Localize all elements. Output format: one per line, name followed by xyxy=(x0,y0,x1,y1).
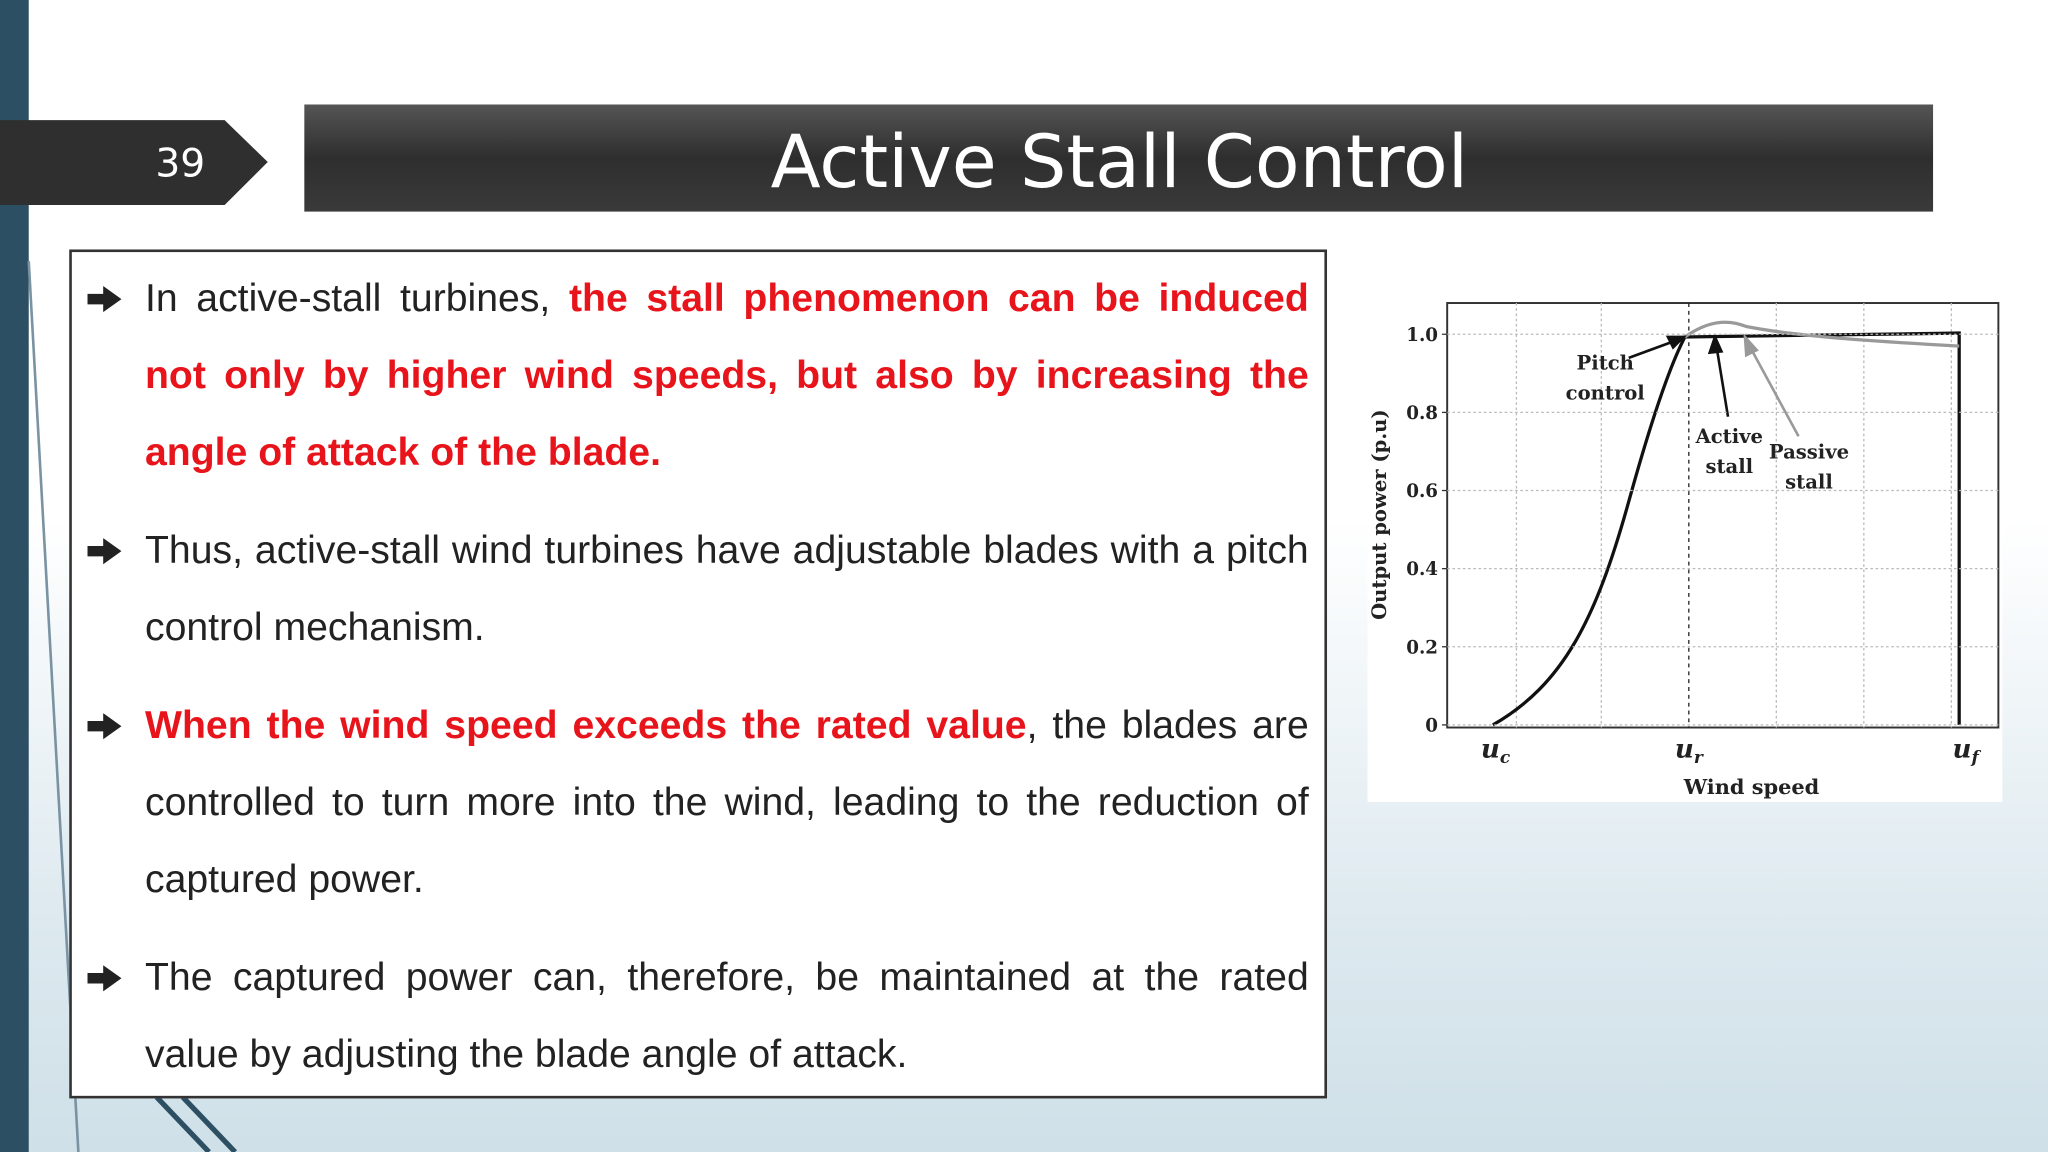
bullet-arrow xyxy=(87,286,122,313)
bullet: Thus, active-stall wind turbines have ad… xyxy=(87,512,1309,666)
annotation: Passive xyxy=(1769,440,1849,463)
passive-stall-curve xyxy=(1683,320,1960,348)
plot-frame xyxy=(1446,302,2000,729)
y-tick-label: 0.4 xyxy=(1406,559,1438,580)
arrows-gray xyxy=(1743,333,1800,437)
annotation: control xyxy=(1566,382,1645,405)
x-tick-label: ur xyxy=(1675,734,1704,768)
body-text: In active-stall turbines, xyxy=(144,276,569,320)
body-text: The captured power can, therefore, be ma… xyxy=(144,956,1309,1077)
decor-line xyxy=(154,1095,211,1152)
arrow-head xyxy=(1743,333,1759,358)
body-text: , the blades are controlled to turn more… xyxy=(144,703,1309,902)
y-tick-label: 0.2 xyxy=(1406,637,1438,658)
annotation: Pitch xyxy=(1577,352,1634,375)
decor-line xyxy=(180,1095,237,1152)
bullet-arrow xyxy=(87,538,122,565)
y-tick-label: 1.0 xyxy=(1406,325,1438,346)
bullet-icon xyxy=(87,286,122,313)
x-tick-label: uf xyxy=(1953,734,1982,768)
y-tick-label: 0 xyxy=(1425,715,1438,736)
highlight-text: When the wind speed exceeds the rated va… xyxy=(144,703,1027,748)
annotation: stall xyxy=(1785,470,1833,493)
annotation: stall xyxy=(1705,455,1753,478)
bullet-icon xyxy=(87,965,122,992)
y-axis-label: Output power (p.u) xyxy=(1368,409,1391,620)
annotation: Active xyxy=(1695,425,1763,448)
bullet: The captured power can, therefore, be ma… xyxy=(87,939,1309,1093)
bullet-arrow xyxy=(87,965,122,992)
arrow xyxy=(1714,344,1730,417)
number-tab xyxy=(0,120,268,206)
bullet-arrow xyxy=(87,713,122,740)
bullet-icon xyxy=(87,538,122,565)
power-curve xyxy=(1492,331,1961,727)
bullet: When the wind speed exceeds the rated va… xyxy=(87,687,1309,918)
title-bar xyxy=(304,104,1934,212)
y-tick-label: 0.6 xyxy=(1406,481,1438,502)
highlight-text: the stall phenomenon can be induced not … xyxy=(144,276,1309,475)
x-tick-label: uc xyxy=(1481,734,1511,768)
x-axis-label: Wind speed xyxy=(1683,774,1820,799)
slide-number: 39 xyxy=(155,141,205,186)
bullet-icon xyxy=(87,713,122,740)
figure: 0 0.2 0.4 0.6 0.8 1.0 uc ur uf Wind speed Output p… xyxy=(1367,292,2003,802)
arrows xyxy=(1628,333,1730,417)
body-text: Thus, active-stall wind turbines have ad… xyxy=(144,528,1309,650)
arrow-head xyxy=(1707,333,1724,355)
slide-title: Active Stall Control xyxy=(771,120,1469,205)
arrow xyxy=(1747,344,1800,437)
arrow-head xyxy=(1665,335,1687,350)
bullet: In active-stall turbines, the stall phen… xyxy=(87,260,1309,491)
text-box: In active-stall turbines, the stall phen… xyxy=(69,249,1328,1099)
y-tick-label: 0.8 xyxy=(1406,403,1438,424)
